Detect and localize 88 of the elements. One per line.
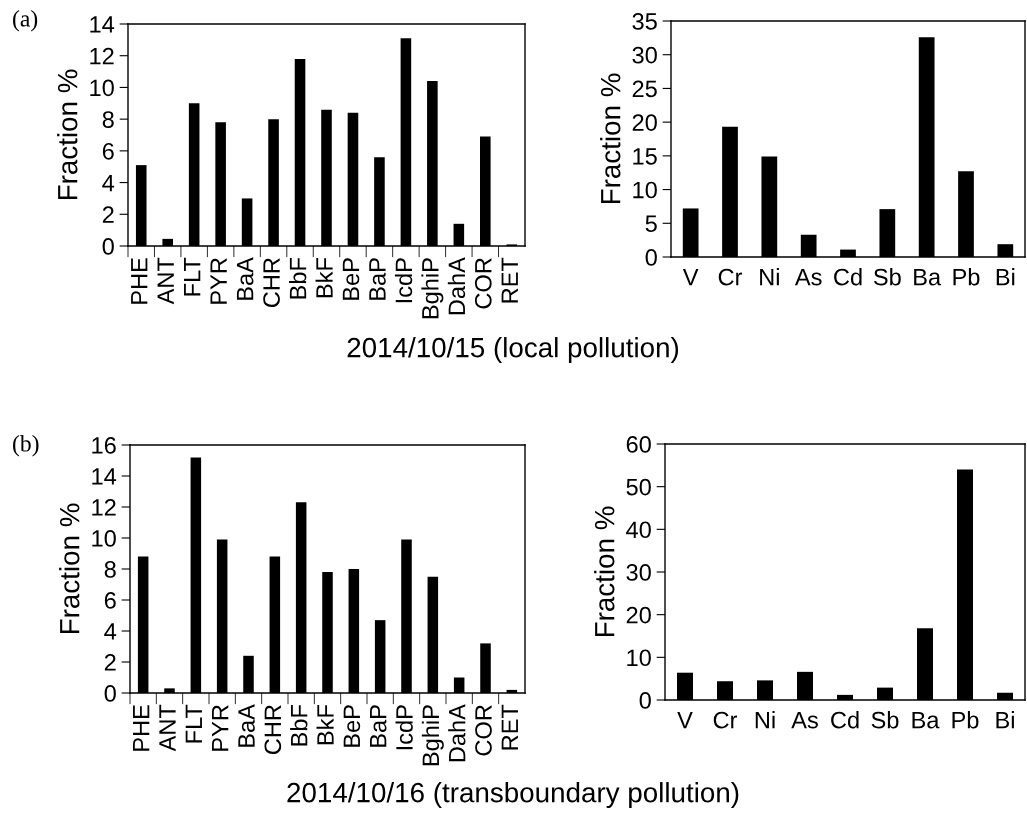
text: 2014/10/15 (local pollution) — [347, 337, 679, 363]
x-tick-label: Ba — [912, 711, 940, 729]
x-tick-label: FLT — [184, 257, 201, 296]
text: (a) — [13, 10, 38, 32]
y-tick-label: 4 — [104, 623, 117, 640]
y-tick-label: 14 — [90, 16, 115, 33]
x-tick-label: RET — [501, 704, 518, 750]
x-tick-label: V — [682, 268, 699, 286]
y-tick-label: 6 — [102, 142, 114, 160]
x-tick-label: BbF — [289, 258, 307, 299]
x-tick-label: ANT — [159, 704, 176, 752]
x-tick-label: COR — [475, 705, 492, 756]
y-tick-label: 4 — [102, 174, 115, 192]
text: 2014/10/16 (transboundary pollution) — [287, 782, 739, 808]
y-tick-label: 12 — [90, 47, 114, 65]
y-tick-label: 35 — [632, 13, 657, 30]
x-tick-label: CHR — [264, 705, 282, 755]
x-tick-label: V — [677, 711, 693, 729]
x-tick-label: FLT — [185, 704, 202, 743]
text: (b) — [13, 435, 39, 457]
x-tick-label: Bi — [996, 711, 1014, 729]
x-tick-label: BghiP — [421, 258, 444, 319]
x-tick-label: BeP — [342, 258, 360, 300]
y-tick-label: 10 — [627, 649, 651, 667]
x-tick-label: Pb — [952, 711, 979, 729]
y-tick-label: 40 — [626, 521, 651, 539]
x-tick-label: Ba — [914, 268, 942, 286]
y-tick-label: 16 — [92, 437, 116, 454]
y-tick-label: 10 — [92, 530, 116, 547]
y-tick-label: 5 — [645, 215, 657, 233]
y-tick-label: 8 — [102, 111, 114, 128]
y-tick-label: 30 — [626, 564, 651, 581]
x-tick-label: BkF — [315, 258, 333, 298]
x-tick-label: Ni — [760, 268, 779, 286]
x-tick-label: IcdP — [394, 258, 413, 303]
y-tick-label: 6 — [104, 592, 116, 609]
y-axis-title: Fraction % — [600, 73, 621, 204]
y-tick-label: 50 — [626, 478, 651, 496]
x-tick-label: Bi — [996, 268, 1015, 286]
x-tick-label: Ni — [755, 711, 775, 729]
x-tick-label: COR — [474, 258, 492, 309]
x-tick-label: PYR — [212, 705, 229, 751]
y-tick-label: 14 — [92, 468, 117, 485]
x-tick-label: As — [794, 268, 822, 286]
y-tick-label: 20 — [632, 114, 657, 131]
x-tick-label: BeP — [343, 705, 361, 747]
y-axis-title: Fraction % — [57, 69, 78, 200]
y-tick-label: 0 — [104, 685, 116, 702]
y-tick-label: 15 — [633, 148, 657, 165]
x-tick-label: As — [791, 711, 818, 729]
y-tick-label: 0 — [102, 238, 114, 255]
y-tick-label: 0 — [639, 692, 651, 709]
x-tick-label: BaA — [236, 257, 254, 300]
y-tick-label: 60 — [626, 436, 651, 453]
x-tick-label: Cr — [718, 268, 743, 286]
x-tick-label: BaP — [370, 705, 387, 747]
x-tick-label: BbF — [290, 705, 308, 746]
x-tick-label: BaP — [369, 258, 386, 300]
x-tick-label: Pb — [953, 268, 980, 286]
y-tick-label: 30 — [632, 46, 657, 64]
x-tick-label: Sb — [871, 711, 899, 729]
x-tick-label: PHE — [133, 705, 150, 751]
x-tick-label: RET — [501, 257, 518, 303]
y-tick-label: 12 — [92, 499, 116, 516]
x-tick-label: Cd — [831, 711, 859, 729]
x-tick-label: ANT — [157, 257, 174, 305]
y-tick-label: 10 — [90, 79, 114, 97]
y-tick-label: 2 — [104, 654, 116, 671]
x-tick-label: BaA — [238, 704, 255, 747]
y-tick-label: 20 — [626, 606, 651, 624]
y-axis-title: Fraction % — [594, 506, 615, 637]
x-tick-label: BkF — [316, 705, 334, 745]
y-tick-label: 10 — [633, 181, 657, 199]
y-tick-label: 0 — [645, 249, 657, 266]
x-tick-label: Sb — [873, 268, 901, 286]
y-axis-title: Fraction % — [59, 503, 80, 634]
x-tick-label: PHE — [131, 258, 148, 304]
x-tick-label: DahA — [448, 704, 466, 762]
x-tick-label: Cd — [834, 268, 862, 286]
x-tick-label: IcdP — [395, 705, 413, 750]
y-tick-label: 25 — [632, 80, 657, 98]
y-tick-label: 8 — [104, 561, 116, 578]
x-tick-label: PYR — [210, 258, 227, 304]
x-tick-label: DahA — [447, 257, 466, 315]
x-tick-label: BghiP — [421, 705, 444, 766]
x-tick-label: Cr — [713, 711, 738, 729]
y-tick-label: 2 — [102, 206, 114, 223]
x-tick-label: CHR — [263, 258, 280, 308]
